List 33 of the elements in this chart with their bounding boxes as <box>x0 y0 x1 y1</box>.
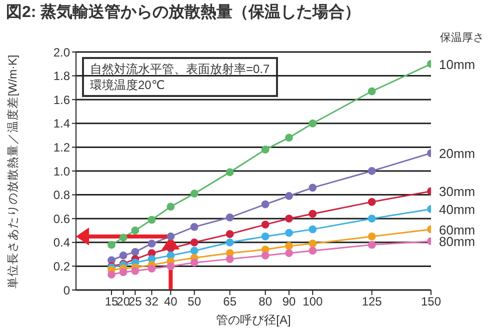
x-tick-label: 80 <box>258 294 272 309</box>
legend-title: 保温厚さ <box>440 31 484 45</box>
x-tick-label: 150 <box>420 294 442 309</box>
annotation: 環境温度20℃ <box>90 77 166 93</box>
x-tick-label: 100 <box>302 294 323 309</box>
y-tick-label: 0.8 <box>53 188 70 202</box>
x-tick-label: 40 <box>164 294 178 309</box>
x-axis-title: 管の呼び径[A] <box>215 312 292 329</box>
y-axis-title: 単位長さあたりの放散熱量／温度差[W/m·K] <box>6 54 20 288</box>
series-label: 30mm <box>439 184 476 200</box>
series-label: 40mm <box>439 202 476 218</box>
x-tick-label: 125 <box>362 294 382 309</box>
series-label: 20mm <box>439 146 476 162</box>
x-tick-label: 90 <box>282 294 296 309</box>
y-tick-label: 1.0 <box>53 164 70 178</box>
x-tick-label: 50 <box>188 294 202 309</box>
chart-title: 図2: 蒸気輸送管からの放散熱量（保温した場合） <box>6 2 361 23</box>
series-label: 10mm <box>439 56 476 72</box>
y-tick-label: 0 <box>63 283 70 298</box>
x-tick-label: 15 <box>104 294 118 309</box>
y-tick-label: 0.4 <box>53 236 70 250</box>
annotation: 自然対流水平管、表面放射率=0.7 <box>90 61 270 77</box>
y-tick-label: 0.6 <box>53 212 70 226</box>
y-tick-label: 1.8 <box>53 69 70 84</box>
y-tick-label: 1.2 <box>53 140 70 154</box>
y-tick-label: 1.4 <box>53 116 70 131</box>
y-tick-label: 2.0 <box>53 45 70 60</box>
y-tick-label: 1.6 <box>53 92 70 107</box>
x-tick-label: 65 <box>223 294 237 309</box>
x-tick-label: 25 <box>128 294 142 309</box>
x-tick-label: 20 <box>116 294 130 309</box>
y-tick-label: 0.2 <box>53 259 70 274</box>
x-tick-label: 32 <box>145 294 159 309</box>
